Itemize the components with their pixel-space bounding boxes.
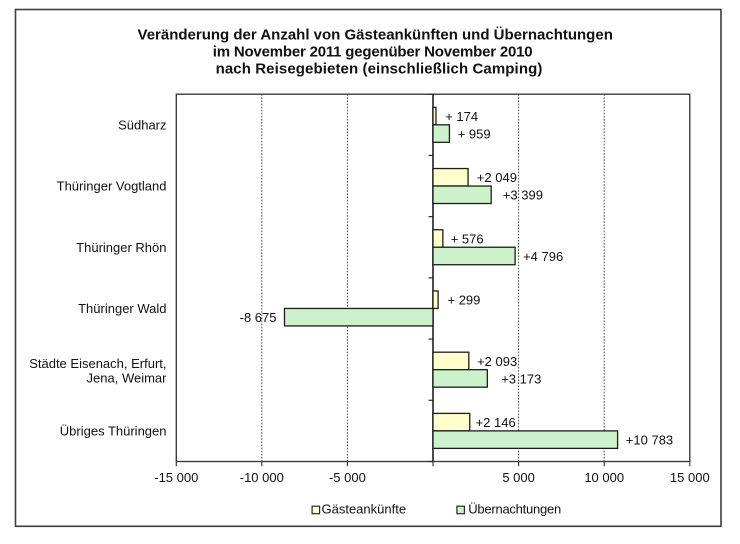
svg-text:-5 000: -5 000 [329,470,366,485]
svg-text:+4 796: +4 796 [523,249,563,264]
svg-text:Gästeankünfte: Gästeankünfte [322,502,407,517]
svg-text:nach Reisegebieten (einschließ: nach Reisegebieten (einschließlich Campi… [216,60,543,77]
svg-text:+3 399: +3 399 [503,188,543,203]
svg-text:+2 049: +2 049 [477,170,517,185]
svg-text:+2 093: +2 093 [477,354,517,369]
svg-text:-8 675: -8 675 [240,310,277,325]
svg-text:-10 000: -10 000 [240,470,284,485]
svg-text:Thüringer Vogtland: Thüringer Vogtland [57,179,167,194]
svg-text:+ 174: + 174 [445,109,478,124]
svg-text:Jena, Weimar: Jena, Weimar [87,371,168,386]
svg-text:Südharz: Südharz [118,117,166,132]
svg-text:15 000: 15 000 [670,470,710,485]
svg-text:+ 576: + 576 [451,231,484,246]
svg-text:+2 146: +2 146 [476,415,516,430]
svg-text:Thüringer Wald: Thüringer Wald [78,301,166,316]
svg-text:Übernachtungen: Übernachtungen [468,502,561,517]
svg-text:+ 299: + 299 [448,293,481,308]
svg-text:Veränderung der Anzahl von Gäs: Veränderung der Anzahl von Gästeankünfte… [138,26,613,43]
svg-text:+ 959: + 959 [458,127,491,142]
svg-text:10 000: 10 000 [584,470,624,485]
svg-text:im November 2011 gegenüber Nov: im November 2011 gegenüber November 2010 [213,44,533,61]
svg-text:Städte Eisenach, Erfurt,: Städte Eisenach, Erfurt, [29,356,166,371]
svg-text:+3 173: +3 173 [501,371,541,386]
svg-text:-15 000: -15 000 [154,470,198,485]
svg-text:Thüringer Rhön: Thüringer Rhön [76,240,166,255]
svg-text:+10 783: +10 783 [626,433,673,448]
svg-text:Übriges Thüringen: Übriges Thüringen [60,424,167,439]
svg-text:5 000: 5 000 [502,470,535,485]
